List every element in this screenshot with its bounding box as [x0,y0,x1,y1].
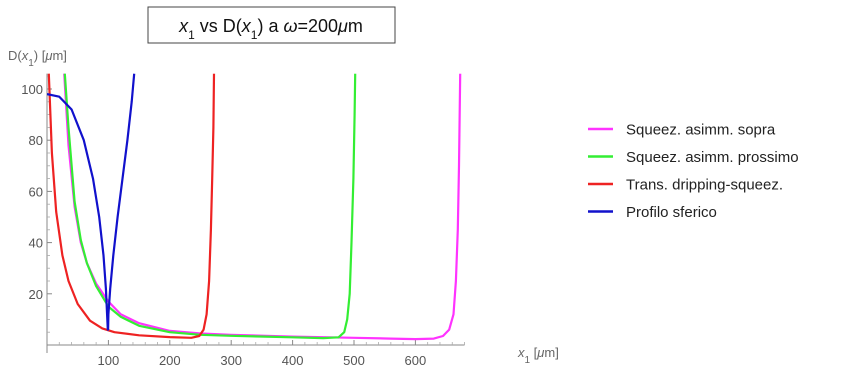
series-line [47,73,136,331]
legend-label: Trans. dripping-squeez. [626,177,783,194]
y-tick-label: 40 [29,236,43,251]
series-line [47,73,216,339]
x-tick-label: 500 [343,353,365,368]
y-tick-label: 100 [21,82,43,97]
y-tick-label: 20 [29,287,43,302]
series-line [63,73,357,340]
plot-area [47,73,462,341]
legend-label: Squeez. asimm. prossimo [626,149,799,166]
x-tick-label: 200 [159,353,181,368]
y-axis-title: D(x1) [μm] [8,48,67,69]
x-tick-label: 600 [405,353,427,368]
axes: 100 200 300 400 500 600 20 40 60 80 100 [21,73,465,368]
legend: Squeez. asimm. sopra Squeez. asimm. pross… [588,122,799,221]
x-tick-label: 400 [282,353,304,368]
series-line [63,73,462,341]
x-tick-label: 100 [98,353,120,368]
x-tick-label: 300 [220,353,242,368]
legend-label: Profilo sferico [626,204,717,221]
legend-label: Squeez. asimm. sopra [626,122,776,139]
chart-title: x1 vs D(x1) a ω=200μm [178,16,363,42]
y-tick-label: 60 [29,184,43,199]
x-axis-title: x1 [μm] [517,345,559,366]
title-box [147,6,396,44]
y-tick-label: 80 [29,133,43,148]
